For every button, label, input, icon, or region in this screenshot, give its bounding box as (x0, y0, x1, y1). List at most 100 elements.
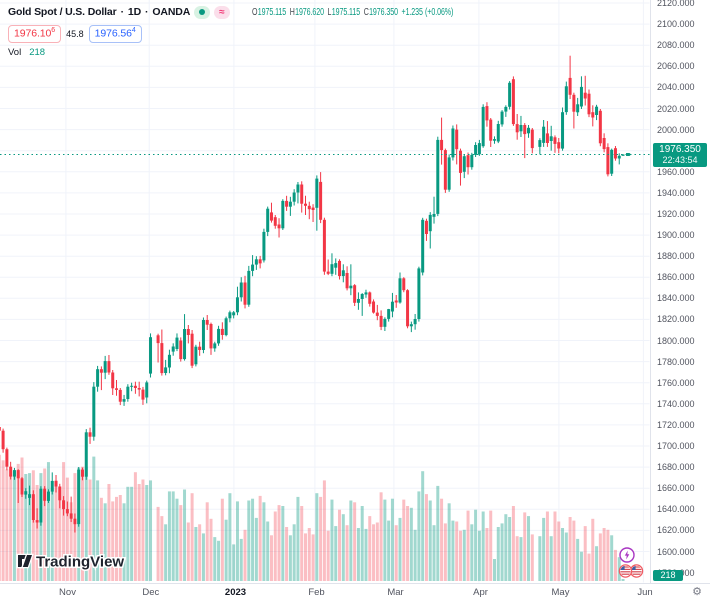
candle-body[interactable] (141, 389, 145, 400)
candle-body[interactable] (545, 133, 549, 143)
candle-body[interactable] (0, 427, 1, 431)
candle-body[interactable] (99, 369, 103, 373)
time-tick-label[interactable]: May (551, 587, 570, 598)
candle-body[interactable] (266, 208, 270, 232)
candle-body[interactable] (175, 337, 179, 349)
candle-body[interactable] (160, 343, 164, 374)
candle-body[interactable] (31, 494, 35, 520)
candle-body[interactable] (164, 367, 168, 373)
candle-body[interactable] (262, 231, 266, 261)
candle-body[interactable] (587, 93, 591, 115)
candle-body[interactable] (167, 354, 171, 368)
candle-body[interactable] (538, 140, 542, 147)
time-tick-label[interactable]: Jun (637, 587, 653, 598)
candle-body[interactable] (496, 124, 500, 142)
candle-body[interactable] (542, 126, 546, 143)
candle-body[interactable] (92, 386, 96, 437)
candle-body[interactable] (602, 138, 606, 150)
candle-body[interactable] (613, 148, 617, 159)
candle-body[interactable] (156, 335, 160, 344)
candle-body[interactable] (364, 292, 368, 295)
candle-body[interactable] (258, 259, 262, 264)
candle-body[interactable] (508, 82, 512, 107)
candle-body[interactable] (235, 297, 239, 313)
candle-body[interactable] (477, 143, 481, 155)
candle-body[interactable] (428, 214, 432, 232)
candle-body[interactable] (307, 205, 311, 210)
candle-body[interactable] (621, 154, 625, 156)
candle-body[interactable] (474, 145, 478, 155)
candle-body[interactable] (209, 324, 213, 349)
candle-body[interactable] (519, 125, 523, 132)
candle-body[interactable] (481, 106, 485, 147)
candle-body[interactable] (375, 312, 379, 316)
candle-body[interactable] (334, 263, 338, 268)
candle-body[interactable] (46, 491, 50, 501)
candle-body[interactable] (421, 219, 425, 273)
candle-body[interactable] (417, 268, 421, 319)
candle-body[interactable] (319, 181, 323, 220)
candle-body[interactable] (5, 449, 9, 467)
candle-body[interactable] (43, 488, 47, 501)
candle-body[interactable] (458, 150, 462, 173)
candle-body[interactable] (368, 292, 372, 304)
candle-body[interactable] (24, 491, 28, 495)
candle-body[interactable] (80, 469, 84, 477)
candle-body[interactable] (553, 137, 557, 144)
candle-body[interactable] (96, 369, 100, 387)
candle-body[interactable] (239, 282, 243, 298)
time-tick-label[interactable]: Feb (308, 587, 325, 598)
candle-body[interactable] (205, 320, 209, 325)
candle-body[interactable] (285, 200, 289, 207)
candle-body[interactable] (171, 346, 175, 352)
candle-body[interactable] (390, 301, 394, 312)
candle-body[interactable] (515, 124, 519, 133)
settings-gear-icon[interactable]: ⚙ (692, 586, 702, 598)
candle-body[interactable] (122, 399, 126, 402)
delayed-data-icon[interactable]: ≈ (214, 5, 230, 19)
candle-body[interactable] (247, 270, 251, 305)
candle-body[interactable] (118, 389, 122, 402)
candle-body[interactable] (595, 106, 599, 115)
candle-body[interactable] (406, 290, 410, 327)
candle-body[interactable] (610, 149, 614, 174)
candle-body[interactable] (617, 155, 621, 159)
candle-body[interactable] (62, 500, 66, 510)
candle-body[interactable] (186, 329, 190, 335)
candle-body[interactable] (561, 112, 565, 149)
candle-body[interactable] (504, 106, 508, 112)
candle-body[interactable] (16, 470, 20, 479)
candle-body[interactable] (511, 79, 515, 125)
candle-body[interactable] (394, 300, 398, 303)
candle-body[interactable] (564, 86, 568, 113)
candle-body[interactable] (500, 111, 504, 125)
candle-body[interactable] (228, 312, 232, 319)
candle-body[interactable] (149, 337, 153, 374)
volume-label[interactable]: Vol (8, 46, 22, 58)
candle-body[interactable] (126, 386, 130, 399)
candle-body[interactable] (273, 217, 277, 226)
candle-body[interactable] (232, 312, 236, 316)
candle-body[interactable] (54, 480, 58, 487)
candle-body[interactable] (224, 318, 228, 336)
candle-body[interactable] (28, 494, 32, 498)
time-tick-label[interactable]: Apr (473, 587, 488, 598)
candle-body[interactable] (254, 259, 258, 265)
candle-body[interactable] (300, 184, 304, 204)
candle-body[interactable] (489, 119, 493, 141)
candle-body[interactable] (549, 136, 553, 141)
candle-body[interactable] (107, 361, 111, 373)
candle-body[interactable] (341, 270, 345, 277)
candle-body[interactable] (103, 361, 107, 373)
candle-body[interactable] (523, 125, 527, 135)
candle-body[interactable] (572, 94, 576, 112)
candle-body[interactable] (1, 430, 5, 450)
candle-body[interactable] (84, 432, 88, 477)
symbol-title[interactable]: Gold Spot / U.S. Dollar (8, 6, 117, 18)
candle-body[interactable] (485, 106, 489, 121)
candle-body[interactable] (39, 488, 43, 523)
candle-body[interactable] (568, 77, 572, 95)
time-tick-label[interactable]: Dec (142, 587, 160, 598)
candle-body[interactable] (77, 469, 81, 525)
candle-body[interactable] (179, 340, 183, 360)
